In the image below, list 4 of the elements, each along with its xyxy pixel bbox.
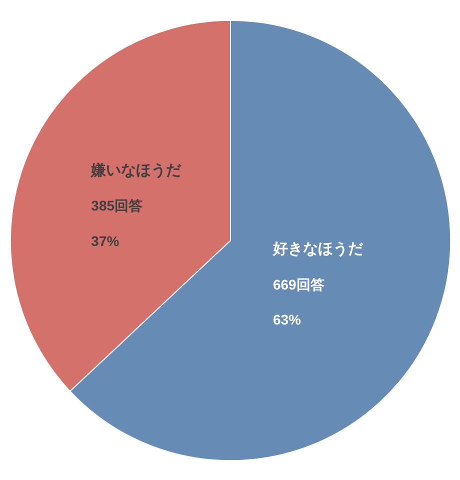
slice-label: 嫌いなほうだ [90, 162, 182, 179]
text: 385回答 37% [91, 198, 143, 249]
text: 669回答 63% [272, 276, 324, 328]
slice-label: 好きなほうだ [272, 240, 364, 258]
